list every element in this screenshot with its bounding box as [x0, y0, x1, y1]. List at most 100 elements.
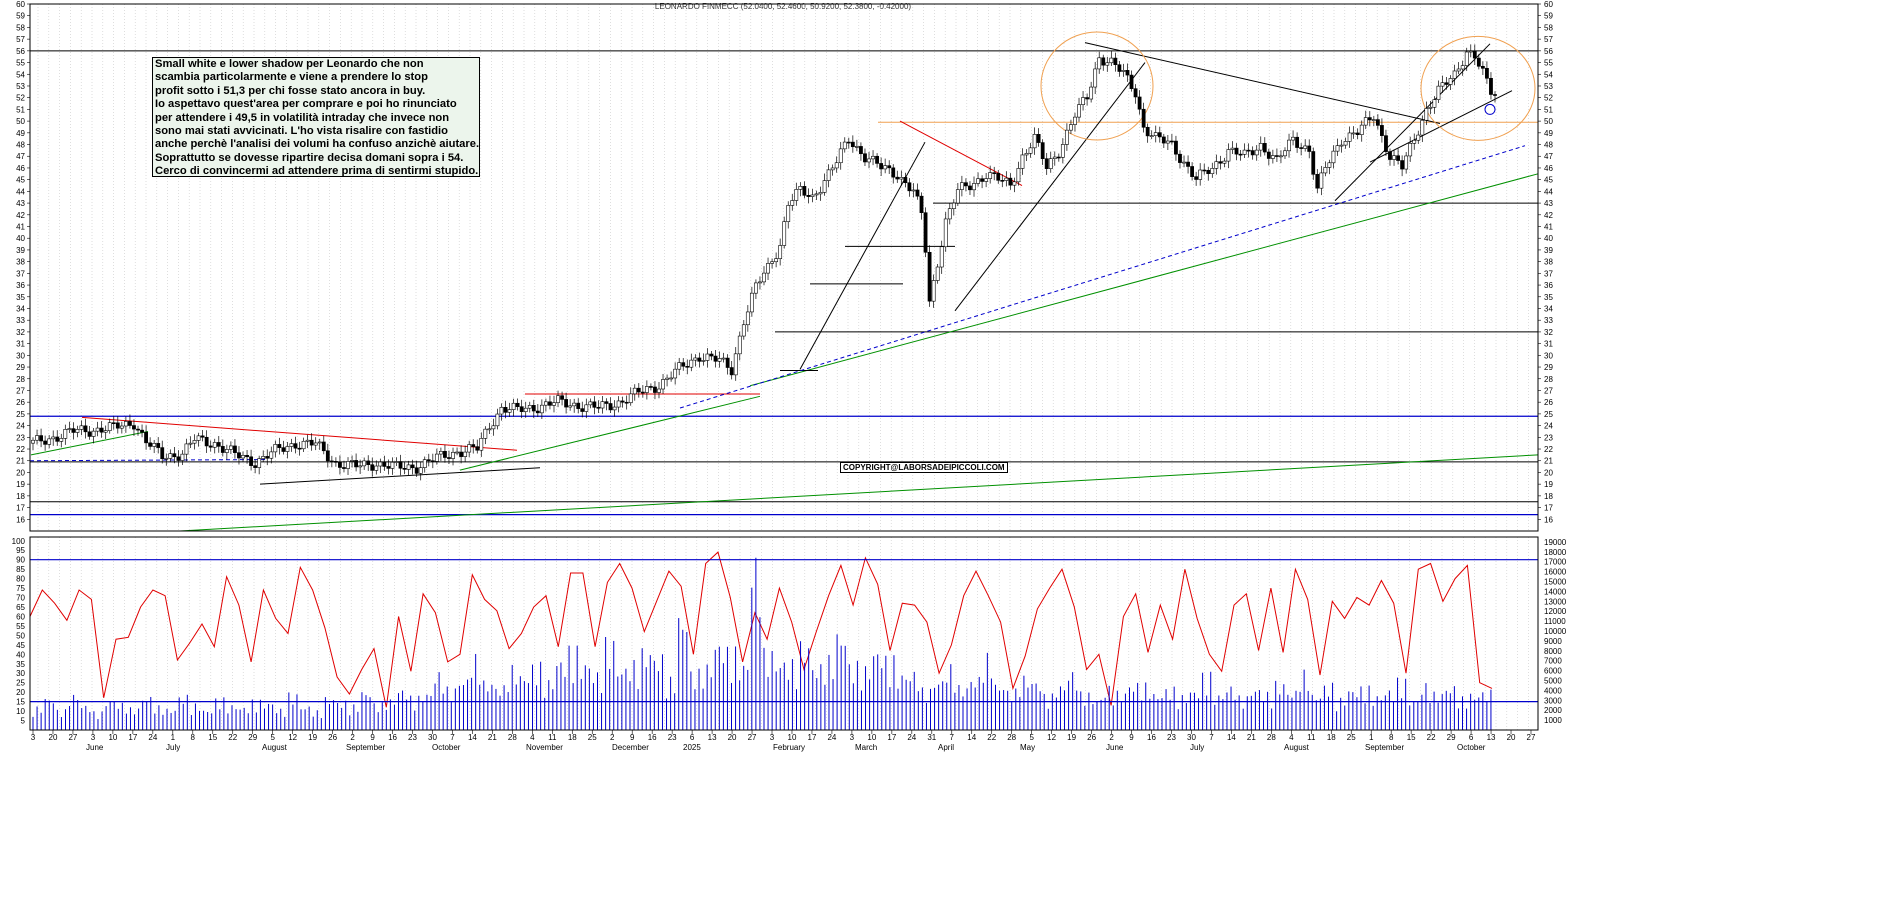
y-tick-label: 51	[16, 105, 25, 114]
candle-body	[1073, 116, 1077, 125]
candle-body	[1375, 119, 1380, 126]
candle-body	[1036, 134, 1041, 143]
x-tick-label: 2	[350, 733, 355, 742]
volume-tick-label: 7000	[1544, 657, 1562, 666]
copyright-label: COPYRIGHT@LABORSADEIPICCOLI.COM	[840, 462, 1008, 473]
candle-body	[156, 443, 161, 448]
x-tick-label: 10	[788, 733, 797, 742]
x-tick-label: 7	[950, 733, 955, 742]
osc-tick-label: 25	[16, 679, 25, 688]
candle-body	[1052, 156, 1057, 159]
x-tick-label: 7	[450, 733, 455, 742]
x-tick-label: 21	[488, 733, 497, 742]
candle-body	[67, 428, 72, 430]
candle-body	[653, 386, 657, 393]
candle-body	[1291, 136, 1295, 141]
candle-body	[713, 355, 718, 362]
candle-body	[402, 467, 407, 470]
candle-body	[701, 360, 706, 362]
candle-body	[992, 172, 997, 174]
osc-tick-label: 35	[16, 660, 25, 669]
candle-body	[487, 428, 492, 431]
note-line: Cerco di convincermi ad attendere prima …	[155, 165, 479, 177]
x-tick-label: 7	[1209, 733, 1214, 742]
candle-body	[592, 401, 597, 408]
candle-body	[560, 395, 564, 400]
candle-body	[168, 453, 173, 459]
y-tick-label: 31	[16, 340, 25, 349]
candle-body	[762, 272, 766, 283]
candle-body	[919, 195, 924, 213]
candle-body	[192, 440, 197, 444]
note-line: scambia particolarmente e viene a prende…	[155, 71, 428, 84]
candle-body	[277, 444, 282, 448]
candle-body	[1489, 77, 1493, 95]
candle-body	[463, 451, 468, 457]
candle-body	[1105, 62, 1110, 66]
candle-body	[915, 189, 920, 197]
y-tick-label: 34	[1544, 304, 1553, 313]
y-tick-label: 60	[1544, 0, 1553, 9]
candle-body	[1190, 166, 1194, 177]
y-tick-label: 26	[16, 398, 25, 407]
candle-body	[309, 439, 314, 446]
candle-body	[220, 446, 225, 453]
x-tick-label: 1	[1369, 733, 1374, 742]
candle-body	[661, 379, 665, 390]
oscillator-line	[29, 551, 1493, 708]
candle-body	[459, 451, 463, 457]
candle-body	[786, 205, 791, 222]
y-tick-label: 26	[1544, 398, 1553, 407]
candle-body	[523, 407, 528, 412]
candle-body	[253, 465, 258, 468]
candle-body	[507, 409, 512, 413]
candle-body	[1048, 158, 1053, 169]
volume-panel	[32, 557, 1492, 730]
candle-body	[1226, 149, 1231, 162]
candle-body	[95, 427, 100, 432]
candle-body	[1125, 70, 1130, 76]
candle-body	[1218, 161, 1223, 164]
y-tick-label: 30	[1544, 351, 1553, 360]
candle-body	[564, 399, 569, 408]
candle-body	[1262, 143, 1267, 153]
y-tick-label: 29	[16, 363, 25, 372]
candle-body	[47, 438, 52, 445]
y-tick-label: 18	[1544, 492, 1553, 501]
trendline	[179, 454, 1539, 532]
candle-body	[636, 387, 641, 393]
candle-body	[544, 401, 548, 406]
candle-body	[1097, 57, 1102, 70]
month-label: July	[1190, 743, 1204, 752]
candle-body	[733, 353, 738, 376]
candle-body	[1145, 126, 1150, 137]
candle-body	[1295, 136, 1300, 148]
month-label: April	[938, 743, 954, 752]
trendline	[81, 416, 518, 451]
y-tick-label: 36	[16, 281, 25, 290]
candle-body	[176, 456, 181, 461]
candle-body	[854, 146, 859, 148]
candle-body	[1452, 70, 1457, 79]
candle-body	[620, 400, 625, 403]
trendline	[459, 395, 761, 471]
candle-body	[257, 458, 262, 468]
candle-body	[552, 402, 556, 406]
candle-body	[160, 447, 165, 460]
y-tick-label: 25	[1544, 410, 1553, 419]
y-tick-label: 44	[16, 187, 25, 196]
volume-tick-label: 19000	[1544, 538, 1567, 547]
y-tick-label: 49	[1544, 129, 1553, 138]
candle-body	[346, 461, 350, 469]
y-tick-label: 48	[1544, 141, 1553, 150]
candle-body	[1165, 140, 1170, 144]
month-label: February	[773, 743, 805, 752]
x-tick-label: 27	[748, 733, 757, 742]
x-tick-label: 18	[568, 733, 577, 742]
y-tick-label: 32	[16, 328, 25, 337]
candle-body	[1303, 145, 1308, 149]
candle-body	[1331, 150, 1336, 164]
y-tick-label: 46	[1544, 164, 1553, 173]
candle-body	[1266, 151, 1271, 159]
candle-body	[741, 324, 746, 337]
